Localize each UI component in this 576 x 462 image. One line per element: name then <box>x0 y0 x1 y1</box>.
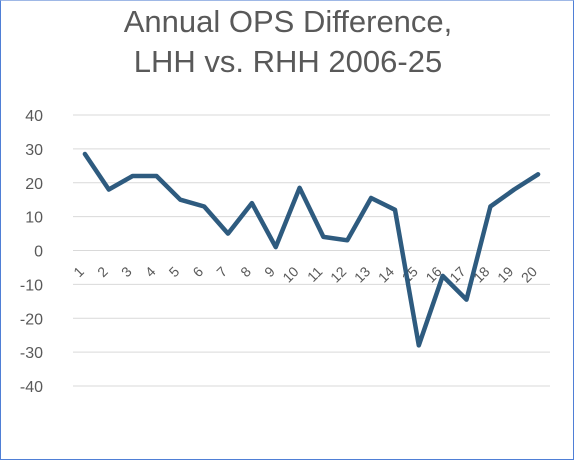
x-tick-label: 11 <box>304 263 326 285</box>
chart-title: Annual OPS Difference, LHH vs. RHH 2006-… <box>0 2 576 82</box>
series-line <box>82 151 541 348</box>
x-tick-label: 14 <box>375 263 397 285</box>
y-axis-ticks: 40 30 20 10 0 -10 -20 -30 -40 <box>20 108 43 396</box>
y-tick-label: 10 <box>25 210 43 227</box>
x-tick-label: 7 <box>213 263 230 280</box>
y-tick-label: -30 <box>20 345 43 362</box>
x-tick-label: 8 <box>237 263 254 280</box>
x-tick-label: 19 <box>494 263 516 285</box>
x-tick-label: 20 <box>518 263 540 285</box>
y-tick-label: -20 <box>20 311 43 328</box>
x-tick-label: 4 <box>142 263 159 280</box>
y-tick-label: -10 <box>20 277 43 294</box>
y-tick-label: -40 <box>20 379 43 396</box>
x-tick-label: 12 <box>327 263 349 285</box>
chart-title-line-1: Annual OPS Difference, <box>123 4 453 39</box>
y-tick-label: 30 <box>25 142 43 159</box>
x-tick-label: 2 <box>94 263 111 280</box>
x-tick-label: 9 <box>261 263 278 280</box>
x-tick-label: 3 <box>118 263 135 280</box>
x-tick-label: 6 <box>189 263 206 280</box>
y-tick-label: 20 <box>25 176 43 193</box>
chart-title-line-2: LHH vs. RHH 2006-25 <box>133 44 443 79</box>
x-tick-label: 10 <box>279 263 301 285</box>
y-tick-label: 40 <box>25 108 43 125</box>
series-layer <box>82 151 541 348</box>
x-tick-label: 5 <box>166 263 183 280</box>
y-tick-label: 0 <box>34 244 43 261</box>
x-tick-label: 13 <box>351 263 373 285</box>
x-tick-label: 1 <box>70 263 87 280</box>
